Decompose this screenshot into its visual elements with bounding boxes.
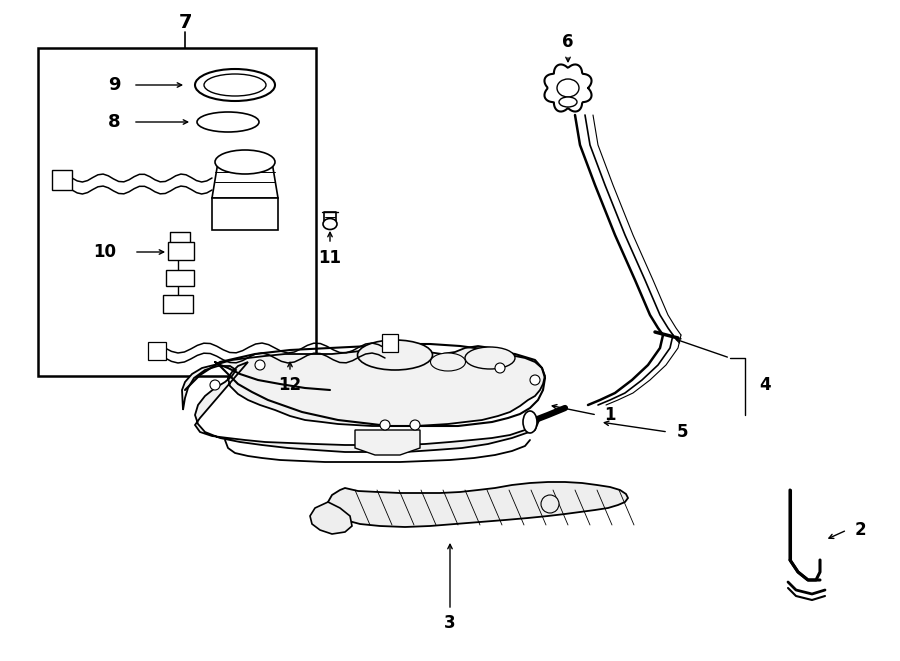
Ellipse shape — [215, 150, 275, 174]
Text: 6: 6 — [562, 33, 574, 51]
Text: 12: 12 — [278, 376, 302, 394]
Text: 2: 2 — [854, 521, 866, 539]
Text: 4: 4 — [760, 376, 770, 394]
Ellipse shape — [195, 69, 275, 101]
Circle shape — [530, 375, 540, 385]
Bar — [38, 48, 316, 376]
Ellipse shape — [204, 74, 266, 96]
Ellipse shape — [559, 97, 577, 107]
Text: 5: 5 — [676, 423, 688, 441]
Text: 10: 10 — [94, 243, 116, 261]
Ellipse shape — [465, 347, 515, 369]
Bar — [168, 242, 194, 260]
Circle shape — [210, 380, 220, 390]
Bar — [148, 342, 166, 360]
Polygon shape — [328, 482, 628, 527]
Polygon shape — [182, 346, 545, 452]
Circle shape — [495, 363, 505, 373]
Polygon shape — [212, 162, 278, 198]
Bar — [212, 198, 278, 230]
Text: 1: 1 — [604, 406, 616, 424]
Bar — [163, 295, 193, 313]
Polygon shape — [355, 430, 420, 455]
Bar — [166, 270, 194, 286]
Circle shape — [380, 420, 390, 430]
Text: 8: 8 — [108, 113, 121, 131]
Ellipse shape — [523, 411, 537, 433]
Polygon shape — [310, 502, 352, 534]
Text: 9: 9 — [108, 76, 121, 94]
Ellipse shape — [197, 112, 259, 132]
Ellipse shape — [557, 79, 579, 97]
Ellipse shape — [430, 353, 465, 371]
Ellipse shape — [357, 340, 433, 370]
Text: 3: 3 — [445, 614, 455, 632]
Bar — [52, 170, 72, 190]
Bar — [382, 334, 398, 352]
Circle shape — [410, 420, 420, 430]
Circle shape — [541, 495, 559, 513]
Ellipse shape — [323, 219, 337, 229]
Text: 7: 7 — [178, 13, 192, 32]
Circle shape — [255, 360, 265, 370]
Text: 11: 11 — [319, 249, 341, 267]
